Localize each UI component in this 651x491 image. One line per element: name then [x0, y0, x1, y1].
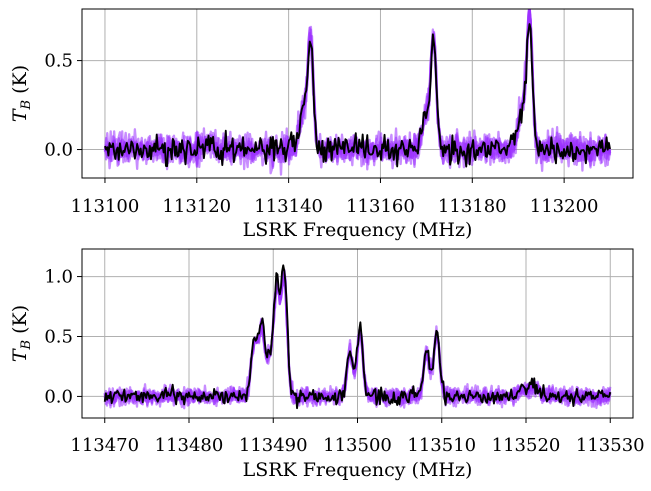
y-tick-label: 0.5 [44, 326, 73, 347]
axes-frame [81, 8, 634, 179]
bottom-spectrum-panel: 113470 113480 113490 113500 113510 113520 1135… [9, 248, 645, 481]
x-tick-label: 113160 [346, 196, 415, 217]
x-tick-label: 113180 [438, 196, 507, 217]
y-axis-label: TB (K) [9, 305, 34, 362]
x-axis-label: LSRK Frequency (MHz) [243, 219, 473, 241]
y-tick-label: 0.0 [44, 386, 73, 407]
data-spectrum-line [104, 23, 611, 168]
x-tick-label: 113530 [576, 435, 645, 456]
y-axis-label: TB (K) [9, 65, 34, 122]
x-tick-label: 113100 [71, 196, 140, 217]
x-axis-label: LSRK Frequency (MHz) [243, 459, 473, 481]
x-tick-label: 113500 [323, 435, 392, 456]
x-tick-label: 113480 [155, 435, 224, 456]
x-tick-label: 113140 [254, 196, 323, 217]
x-tick-label: 113520 [492, 435, 561, 456]
top-spectrum-panel: 113100 113120 113140 113160 113180 113200 0.0 0… [9, 8, 634, 241]
y-tick-label: 0.0 [44, 140, 73, 161]
y-tick-label: 1.0 [44, 267, 73, 288]
y-tick-label: 0.5 [44, 51, 73, 72]
x-tick-label: 113490 [239, 435, 308, 456]
x-tick-label: 113200 [530, 196, 599, 217]
plot-area [103, 264, 612, 410]
x-tick-label: 113120 [162, 196, 231, 217]
x-tick-label: 113510 [407, 435, 476, 456]
data-spectrum-line [103, 264, 612, 410]
plot-area [103, 9, 612, 176]
x-tick-label: 113470 [70, 435, 139, 456]
